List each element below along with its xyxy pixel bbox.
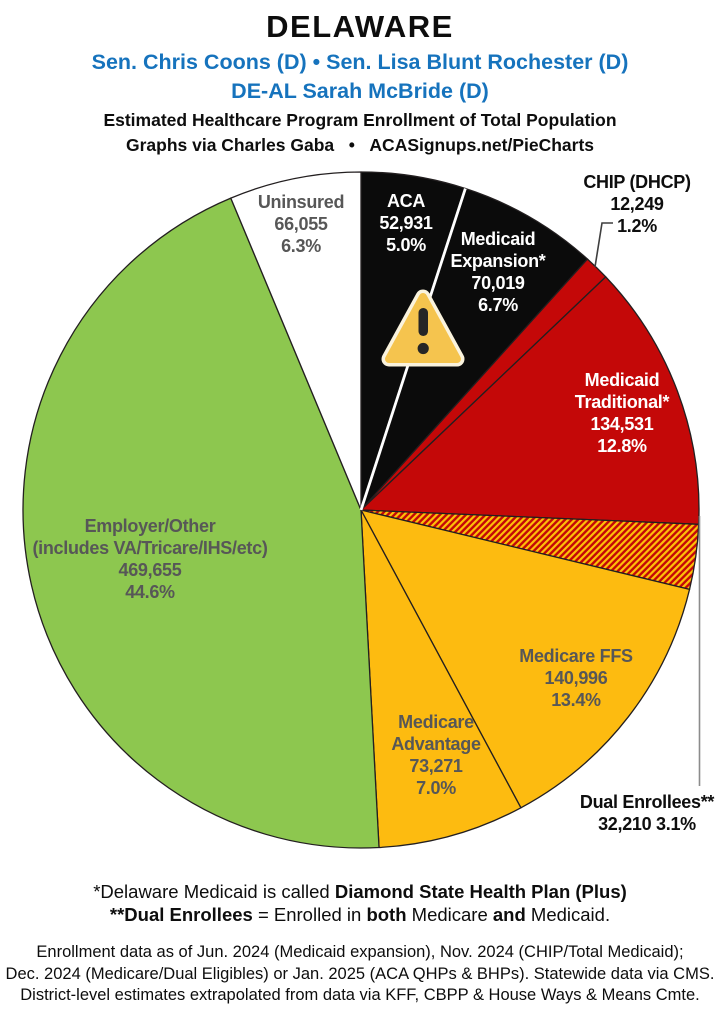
slice-label-line: 73,271 [409, 756, 463, 776]
slice-label-line: ACA [386, 191, 426, 211]
slice-label-line: Advantage [391, 734, 481, 754]
representative-line: DE-AL Sarah McBride (D) [231, 79, 489, 103]
slice-label-line: CHIP (DHCP) [583, 172, 691, 192]
source-line-2: Dec. 2024 (Medicare/Dual Eligibles) or J… [5, 965, 715, 983]
pie-slice-medicare-advantage [360, 509, 522, 849]
slice-label-line: 13.4% [551, 690, 601, 710]
footnote-text-segment: *Delaware Medicaid is called [93, 881, 335, 902]
senators-line: Sen. Chris Coons (D) • Sen. Lisa Blunt R… [91, 50, 629, 74]
slice-label-uninsured: Uninsured 66,055 6.3% [257, 191, 345, 257]
slice-label-line: 52,931 [379, 213, 433, 233]
slice-label-line: (includes VA/Tricare/IHS/etc) [32, 538, 268, 558]
pie-slice-medicaid-expansion [360, 187, 589, 511]
footnote-bold-segment: Diamond State Health Plan (Plus) [334, 881, 627, 902]
chart-subtitle: Estimated Healthcare Program Enrollment … [103, 110, 617, 130]
source-line-1: Enrollment data as of Jun. 2024 (Medicai… [36, 943, 684, 961]
slice-label-employer-other: Employer/Other (includes VA/Tricare/IHS/e… [32, 515, 267, 603]
footnote-bold-segment: and [492, 904, 526, 925]
slice-label-chip: CHIP (DHCP) 12,249 1.2% [583, 171, 691, 237]
slice-label-line: 32,210 3.1% [598, 814, 696, 834]
footnote-medicaid-name: *Delaware Medicaid is called Diamond Sta… [0, 881, 720, 903]
slice-label-line: Traditional* [574, 392, 670, 412]
slice-label-line: 12,249 [610, 194, 664, 214]
page-title: DELAWARE [266, 9, 454, 44]
slice-label-line: 1.2% [617, 216, 657, 236]
footnote-dual-enrollees: **Dual Enrollees = Enrolled in both Medi… [0, 904, 720, 926]
slice-label-line: 6.7% [478, 295, 518, 315]
pie-slice-employer-other [22, 197, 380, 849]
slice-label-medicaid-traditional: Medicaid Traditional* 134,531 12.8% [574, 369, 670, 457]
warning-triangle-icon [381, 289, 465, 367]
slice-label-line: Medicare [398, 712, 474, 732]
slice-label-line: Medicaid [584, 370, 660, 390]
slice-label-aca: ACA 52,931 5.0% [379, 190, 433, 256]
source-line-3: District-level estimates extrapolated fr… [20, 986, 700, 1004]
pie-slice-medicare-ffs [360, 509, 691, 809]
slice-label-line: 66,055 [274, 214, 328, 234]
attribution-line: Graphs via Charles Gaba • ACASignups.net… [125, 135, 595, 155]
pie-slice-medicaid-traditional [360, 276, 700, 525]
slice-label-line: Dual Enrollees** [579, 792, 715, 812]
slice-label-line: 5.0% [386, 235, 426, 255]
slice-label-line: 7.0% [416, 778, 456, 798]
slice-label-medicare-ffs: Medicare FFS 140,996 13.4% [519, 645, 633, 711]
pie-slice-uninsured [230, 171, 362, 511]
slice-label-line: 469,655 [118, 560, 182, 580]
slice-label-line: 134,531 [590, 414, 654, 434]
slice-label-medicare-advantage: Medicare Advantage 73,271 7.0% [391, 711, 481, 799]
slice-label-line: 44.6% [125, 582, 175, 602]
footnote-text-segment: Medicaid. [525, 904, 611, 925]
slice-label-line: 70,019 [471, 273, 525, 293]
slice-label-line: Medicaid [460, 229, 536, 249]
slice-label-medicaid-expansion: Medicaid Expansion* 70,019 6.7% [450, 228, 545, 316]
slice-label-line: Expansion* [450, 251, 546, 271]
slice-label-line: Medicare FFS [519, 646, 633, 666]
chip-leader-line [594, 222, 613, 268]
footnote-bold-segment: **Dual Enrollees [109, 904, 253, 925]
slice-label-line: 6.3% [281, 236, 321, 256]
slice-label-line: Uninsured [257, 192, 345, 212]
footnote-text-segment: Medicare [406, 904, 493, 925]
footnote-bold-segment: both [366, 904, 407, 925]
footnote-text-segment: = Enrolled in [252, 904, 367, 925]
slice-label-line: 12.8% [597, 436, 647, 456]
slice-label-line: 140,996 [544, 668, 608, 688]
slice-label-line: Employer/Other [84, 516, 216, 536]
slice-label-dual-enrollees: Dual Enrollees** 32,210 3.1% [579, 791, 715, 835]
